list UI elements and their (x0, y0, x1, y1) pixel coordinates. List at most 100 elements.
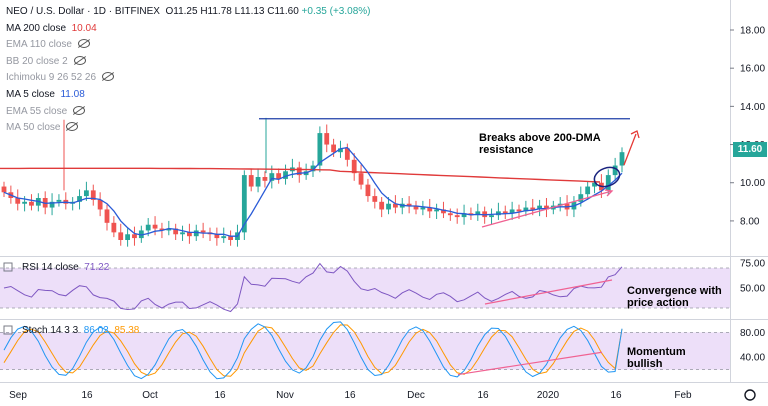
rsi-line (3, 262, 623, 313)
candle-body (187, 232, 192, 237)
ohlc-low: L11.13 (234, 6, 265, 17)
candle-body (276, 173, 282, 179)
stoch-trend-line (457, 351, 603, 376)
stoch-legend[interactable]: Stoch 14 3 3 86.02 85.38 (22, 325, 139, 336)
ema110-label: EMA 110 close (6, 39, 72, 51)
candle-body (180, 232, 185, 235)
symbol-header: NEO / U.S. Dollar · 1D · BITFINEX O11.25… (6, 4, 370, 21)
stoch-annotation-line1: Momentum (627, 346, 686, 358)
breakout-arrow-head (630, 130, 640, 139)
rsi-annotation: Convergence with price action (627, 285, 722, 309)
time-tick-label: 16 (610, 390, 622, 401)
hidden-eye-icon[interactable] (66, 122, 79, 132)
stoch-k-line (3, 321, 623, 380)
candle-body (283, 171, 288, 179)
candle-body (97, 199, 103, 210)
candle-body (310, 165, 316, 172)
time-tick-label: Dec (407, 390, 425, 401)
candle-body (214, 234, 220, 239)
legend-ma5[interactable]: MA 5 close 11.08 (6, 87, 370, 104)
time-tick-label: 2020 (537, 390, 560, 401)
candle-body (255, 177, 261, 187)
candle-body (262, 177, 268, 181)
stoch-d-value: 85.38 (114, 325, 140, 336)
stoch-tick-label: 80.00 (740, 328, 765, 339)
time-tick-label: Oct (142, 390, 158, 401)
candle-body (331, 144, 336, 153)
collapse-toggle-icon[interactable] (3, 325, 13, 335)
rsi-legend[interactable]: RSI 14 close 71.22 (22, 262, 109, 273)
indicator-legend: NEO / U.S. Dollar · 1D · BITFINEX O11.25… (6, 4, 370, 137)
candle-body (612, 165, 618, 176)
hidden-eye-icon[interactable] (73, 105, 86, 115)
candle-body (111, 222, 117, 233)
price-tick-label: 14.00 (740, 102, 765, 113)
candle-body (516, 209, 522, 212)
candle-body (605, 175, 611, 191)
rsi-trend-line (484, 279, 613, 305)
rsi-value: 71.22 (84, 262, 110, 273)
candle-body (193, 230, 199, 237)
candle-body (1, 186, 7, 193)
candle-body (475, 211, 481, 216)
candle-body (386, 203, 391, 210)
candle-body (585, 186, 591, 195)
candle-body (145, 224, 151, 231)
last-price-tag: 11.60 (733, 142, 767, 157)
candle-body (406, 203, 412, 206)
time-tick-label: 16 (344, 390, 356, 401)
legend-ma200[interactable]: MA 200 close 10.04 (6, 21, 370, 38)
hidden-eye-icon[interactable] (73, 55, 86, 65)
candle-body (454, 215, 460, 218)
candle-body (358, 173, 364, 185)
time-tick-label: Sep (9, 390, 27, 401)
candle-body (269, 173, 275, 181)
breakout-annotation-line2: resistance (479, 144, 534, 156)
legend-ichimoku[interactable]: Ichimoku 9 26 52 26 (6, 70, 370, 87)
candle-body (296, 167, 302, 176)
candle-body (49, 201, 55, 208)
candle-body (351, 159, 357, 174)
hidden-eye-icon[interactable] (102, 72, 115, 82)
candle-body (365, 184, 371, 197)
time-tick-label: 16 (81, 390, 93, 401)
price-trend-arrow-head (604, 189, 614, 197)
ema55-label: EMA 55 close (6, 105, 68, 117)
price-tick-label: 10.00 (740, 178, 765, 189)
rsi-annotation-line1: Convergence with (627, 285, 722, 297)
candle-body (221, 236, 227, 239)
rsi-label: RSI 14 close (22, 262, 79, 273)
ma5-value: 11.08 (60, 88, 85, 100)
candle-body (537, 205, 542, 210)
settings-gear-icon[interactable] (744, 389, 756, 401)
candle-body (317, 133, 323, 166)
candle-body (496, 211, 501, 216)
candle-body (56, 199, 62, 202)
candle-body (241, 175, 247, 233)
candle-body (173, 228, 179, 235)
candle-body (530, 207, 536, 210)
candle-body (132, 234, 137, 239)
legend-bb20[interactable]: BB 20 close 2 (6, 54, 370, 71)
legend-ema55[interactable]: EMA 55 close (6, 104, 370, 121)
ohlc-open: O11.25 (165, 6, 198, 17)
hidden-eye-icon[interactable] (77, 39, 90, 49)
candle-body (447, 213, 453, 216)
collapse-toggle-icon[interactable] (3, 262, 13, 272)
bb20-label: BB 20 close 2 (6, 55, 68, 67)
ichimoku-label: Ichimoku 9 26 52 26 (6, 72, 97, 84)
candle-body (344, 148, 350, 160)
symbol-title[interactable]: NEO / U.S. Dollar · 1D · BITFINEX (6, 6, 160, 17)
candle-body (461, 213, 467, 218)
stoch-annotation-line2: bullish (627, 358, 663, 370)
candle-body (84, 190, 89, 197)
legend-ema110[interactable]: EMA 110 close (6, 37, 370, 54)
legend-ma50[interactable]: MA 50 close (6, 120, 370, 137)
price-tick-label: 8.00 (740, 216, 760, 227)
candle-body (592, 182, 597, 187)
rsi-tick-label: 75.00 (740, 259, 765, 270)
candle-body (125, 234, 130, 240)
ohlc-close: C11.60 (267, 6, 299, 17)
candle-body (77, 196, 82, 202)
